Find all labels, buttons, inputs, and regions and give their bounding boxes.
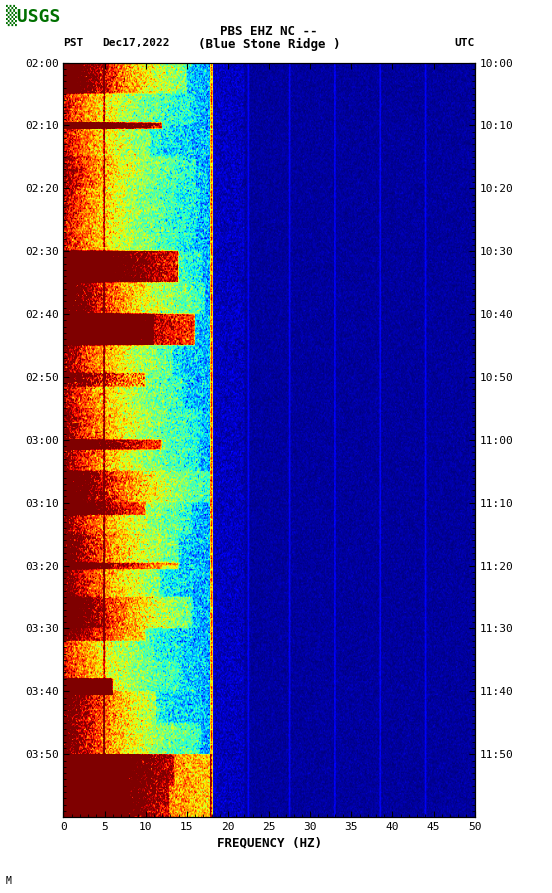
Text: PBS EHZ NC --: PBS EHZ NC --: [220, 25, 318, 38]
Text: (Blue Stone Ridge ): (Blue Stone Ridge ): [198, 38, 341, 51]
Text: PST: PST: [63, 38, 84, 47]
Text: ▒USGS: ▒USGS: [6, 4, 60, 26]
Text: UTC: UTC: [454, 38, 475, 47]
Text: M: M: [6, 876, 12, 886]
Text: Dec17,2022: Dec17,2022: [102, 38, 169, 47]
X-axis label: FREQUENCY (HZ): FREQUENCY (HZ): [216, 836, 322, 849]
